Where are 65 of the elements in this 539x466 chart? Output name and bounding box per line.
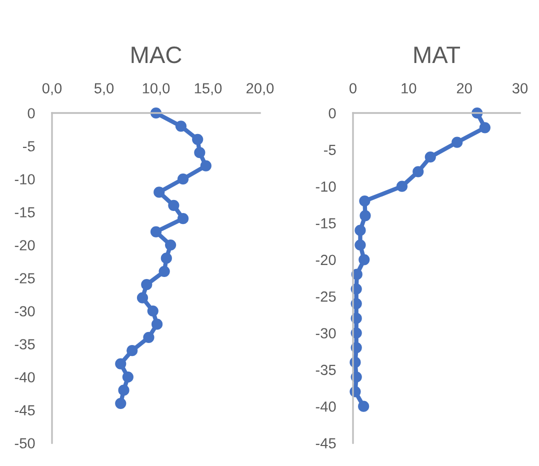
- y-tick-label: -45: [14, 405, 35, 416]
- point: [452, 136, 463, 148]
- point: [359, 195, 370, 207]
- point: [360, 210, 371, 222]
- y-tick-label: -10: [14, 174, 35, 184]
- y-tick-label: -5: [23, 141, 35, 152]
- point: [168, 200, 180, 211]
- y-tick-label: -15: [316, 218, 336, 228]
- point: [396, 180, 408, 192]
- point: [200, 160, 212, 172]
- point: [151, 318, 163, 330]
- point: [136, 292, 148, 304]
- point: [177, 213, 189, 224]
- y-tick-label: -35: [316, 364, 336, 376]
- point: [354, 239, 366, 251]
- x-tick-label: 20,0: [246, 83, 274, 96]
- point: [424, 151, 436, 163]
- x-tick-label: 10: [402, 83, 416, 94]
- y-tick-label: -15: [14, 207, 35, 218]
- y-tick-label: -25: [316, 291, 336, 302]
- x-tick-label: 5,0: [94, 83, 114, 96]
- y-tick-label: -10: [316, 181, 336, 192]
- point: [165, 239, 176, 251]
- y-tick-label: -35: [14, 339, 35, 350]
- point: [158, 266, 170, 277]
- point: [354, 224, 366, 236]
- point: [160, 252, 172, 264]
- x-tick-label: 0,0: [42, 83, 62, 96]
- x-tick-label: 0: [350, 83, 356, 94]
- chart-title: MAT: [414, 46, 460, 63]
- point: [115, 398, 126, 409]
- x-tick-label: 15,0: [194, 83, 222, 96]
- y-tick-label: -50: [14, 438, 35, 448]
- point: [126, 345, 138, 356]
- point: [118, 384, 130, 396]
- point: [143, 332, 154, 343]
- x-tick-label: 20: [456, 83, 472, 94]
- y-tick-label: -30: [14, 306, 35, 316]
- point: [194, 147, 206, 158]
- y-tick-label: -40: [14, 372, 35, 382]
- x-tick-label: 30: [512, 83, 528, 94]
- point: [150, 226, 162, 238]
- point: [141, 279, 152, 290]
- point: [479, 122, 490, 134]
- y-tick-label: -5: [324, 144, 336, 156]
- y-tick-label: -45: [316, 438, 336, 448]
- point: [147, 305, 158, 317]
- point: [175, 120, 187, 132]
- y-tick-label: -25: [14, 273, 35, 284]
- point: [177, 173, 189, 185]
- y-tick-label: -40: [316, 401, 336, 412]
- chart-title: MAC: [132, 46, 182, 64]
- point: [358, 400, 370, 412]
- y-tick-label: 0: [28, 108, 35, 118]
- point: [192, 134, 204, 145]
- point: [122, 371, 134, 383]
- point: [154, 186, 165, 198]
- y-tick-label: -20: [14, 240, 35, 250]
- y-tick-label: 0: [328, 108, 336, 118]
- point: [412, 166, 424, 178]
- point: [358, 254, 370, 266]
- y-tick-label: -30: [316, 328, 336, 338]
- y-tick-label: -20: [316, 254, 336, 266]
- point: [115, 358, 126, 370]
- x-tick-label: 10,0: [142, 83, 170, 96]
